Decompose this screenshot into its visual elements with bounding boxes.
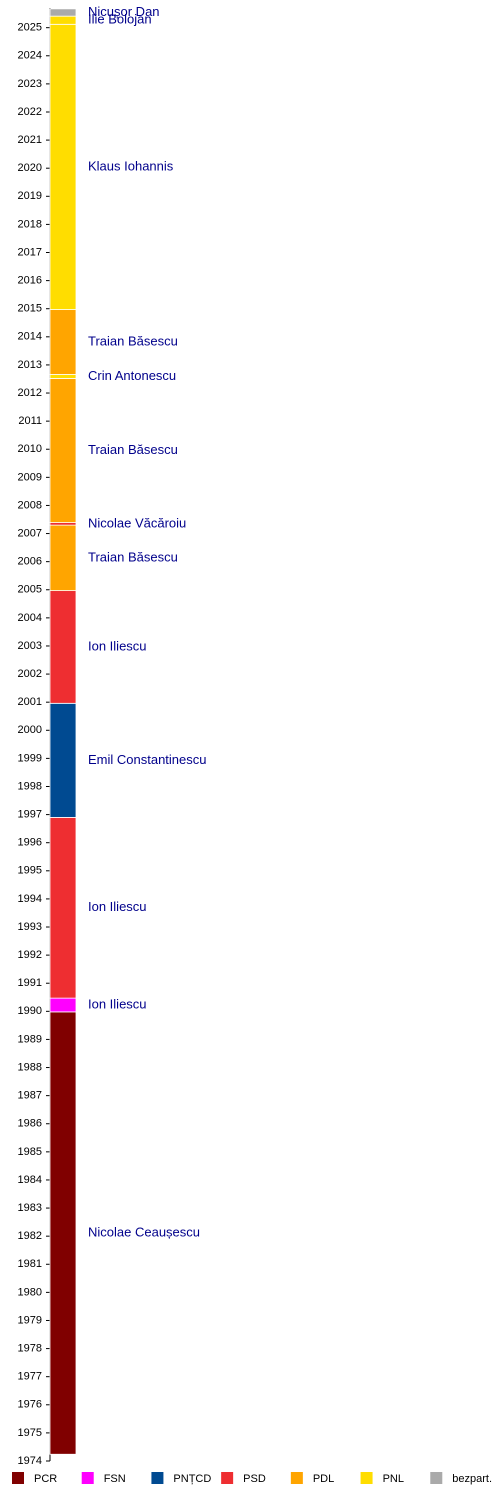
president-label: Traian Băsescu bbox=[88, 333, 178, 348]
y-tick-label: 2015 bbox=[18, 303, 42, 315]
y-tick-label: 2012 bbox=[18, 387, 42, 399]
president-label: Crin Antonescu bbox=[88, 368, 176, 383]
y-tick-label: 2005 bbox=[18, 584, 42, 596]
y-tick-label: 2010 bbox=[18, 443, 42, 455]
y-tick-label: 1999 bbox=[18, 752, 42, 764]
y-tick-label: 2025 bbox=[18, 22, 42, 34]
y-tick-label: 1990 bbox=[18, 1005, 42, 1017]
legend-label: FSN bbox=[104, 1473, 126, 1485]
legend-label: PSD bbox=[243, 1473, 266, 1485]
y-tick-label: 2007 bbox=[18, 527, 42, 539]
y-tick-label: 1987 bbox=[18, 1090, 42, 1102]
y-tick-label: 1993 bbox=[18, 921, 42, 933]
term-bar bbox=[49, 702, 77, 818]
term-bar bbox=[49, 15, 77, 25]
y-tick-label: 1980 bbox=[18, 1286, 42, 1298]
president-label: Traian Băsescu bbox=[88, 549, 178, 564]
legend-label: PCR bbox=[34, 1473, 57, 1485]
legend-label: PDL bbox=[313, 1473, 334, 1485]
president-label: Ilie Bolojan bbox=[88, 12, 152, 27]
y-tick-label: 1996 bbox=[18, 837, 42, 849]
president-label: Ion Iliescu bbox=[88, 996, 147, 1011]
y-tick-label: 2014 bbox=[18, 331, 42, 343]
y-tick-label: 1992 bbox=[18, 949, 42, 961]
president-label: Nicolae Văcăroiu bbox=[88, 515, 186, 530]
y-tick-label: 1978 bbox=[18, 1342, 42, 1354]
y-tick-label: 1982 bbox=[18, 1230, 42, 1242]
legend-swatch bbox=[221, 1472, 234, 1484]
y-tick-label: 2013 bbox=[18, 359, 42, 371]
y-tick-label: 2003 bbox=[18, 640, 42, 652]
y-tick-label: 1995 bbox=[18, 865, 42, 877]
president-label: Nicolae Ceaușescu bbox=[88, 1225, 200, 1240]
president-label: Klaus Iohannis bbox=[88, 158, 174, 173]
y-tick-label: 2021 bbox=[18, 134, 42, 146]
legend-swatch bbox=[290, 1472, 303, 1484]
y-tick-label: 2002 bbox=[18, 668, 42, 680]
president-label: Emil Constantinescu bbox=[88, 752, 207, 767]
term-bar bbox=[49, 309, 77, 375]
legend-swatch bbox=[81, 1472, 94, 1484]
y-tick-label: 1998 bbox=[18, 780, 42, 792]
y-tick-label: 1985 bbox=[18, 1146, 42, 1158]
president-label: Traian Băsescu bbox=[88, 442, 178, 457]
y-tick-label: 2009 bbox=[18, 471, 42, 483]
y-tick-label: 2001 bbox=[18, 696, 42, 708]
y-tick-label: 2004 bbox=[18, 612, 42, 624]
y-tick-label: 1975 bbox=[18, 1427, 42, 1439]
y-tick-label: 2008 bbox=[18, 499, 42, 511]
y-tick-label: 1974 bbox=[18, 1455, 42, 1467]
president-label: Ion Iliescu bbox=[88, 899, 147, 914]
y-tick-label: 2017 bbox=[18, 246, 42, 258]
y-tick-label: 2016 bbox=[18, 275, 42, 287]
legend-swatch bbox=[151, 1472, 164, 1484]
term-bar bbox=[49, 378, 77, 523]
term-bar bbox=[49, 8, 77, 17]
president-label: Nicușor Dan bbox=[88, 4, 160, 19]
y-tick-label: 1989 bbox=[18, 1033, 42, 1045]
legend-label: PNL bbox=[383, 1473, 404, 1485]
term-bar bbox=[49, 374, 77, 379]
y-tick-label: 2022 bbox=[18, 106, 42, 118]
term-bar bbox=[49, 817, 77, 999]
y-tick-label: 2019 bbox=[18, 190, 42, 202]
y-tick-label: 1981 bbox=[18, 1258, 42, 1270]
y-tick-label: 2020 bbox=[18, 162, 42, 174]
y-tick-label: 1979 bbox=[18, 1314, 42, 1326]
y-tick-label: 2006 bbox=[18, 556, 42, 568]
legend-swatch bbox=[360, 1472, 373, 1484]
term-bar bbox=[49, 1011, 77, 1455]
y-tick-label: 1984 bbox=[18, 1174, 42, 1186]
y-tick-label: 2024 bbox=[18, 50, 42, 62]
y-tick-label: 2000 bbox=[18, 724, 42, 736]
term-bar bbox=[49, 23, 77, 310]
president-label: Ion Iliescu bbox=[88, 638, 147, 653]
y-tick-label: 2023 bbox=[18, 78, 42, 90]
term-bar bbox=[49, 590, 77, 704]
legend-label: PNȚCD bbox=[173, 1473, 211, 1485]
y-tick-label: 1988 bbox=[18, 1061, 42, 1073]
y-tick-label: 1986 bbox=[18, 1118, 42, 1130]
y-tick-label: 1994 bbox=[18, 893, 42, 905]
y-tick-label: 2018 bbox=[18, 218, 42, 230]
y-tick-label: 1991 bbox=[18, 977, 42, 989]
y-tick-label: 1997 bbox=[18, 809, 42, 821]
y-tick-label: 2011 bbox=[18, 415, 42, 427]
term-bar bbox=[49, 524, 77, 592]
legend-label: bezpart. bbox=[452, 1473, 492, 1485]
legend-swatch bbox=[430, 1472, 443, 1484]
y-tick-label: 1976 bbox=[18, 1399, 42, 1411]
y-tick-label: 1977 bbox=[18, 1371, 42, 1383]
y-tick-label: 1983 bbox=[18, 1202, 42, 1214]
legend-swatch bbox=[12, 1472, 24, 1484]
term-bar bbox=[49, 997, 77, 1013]
